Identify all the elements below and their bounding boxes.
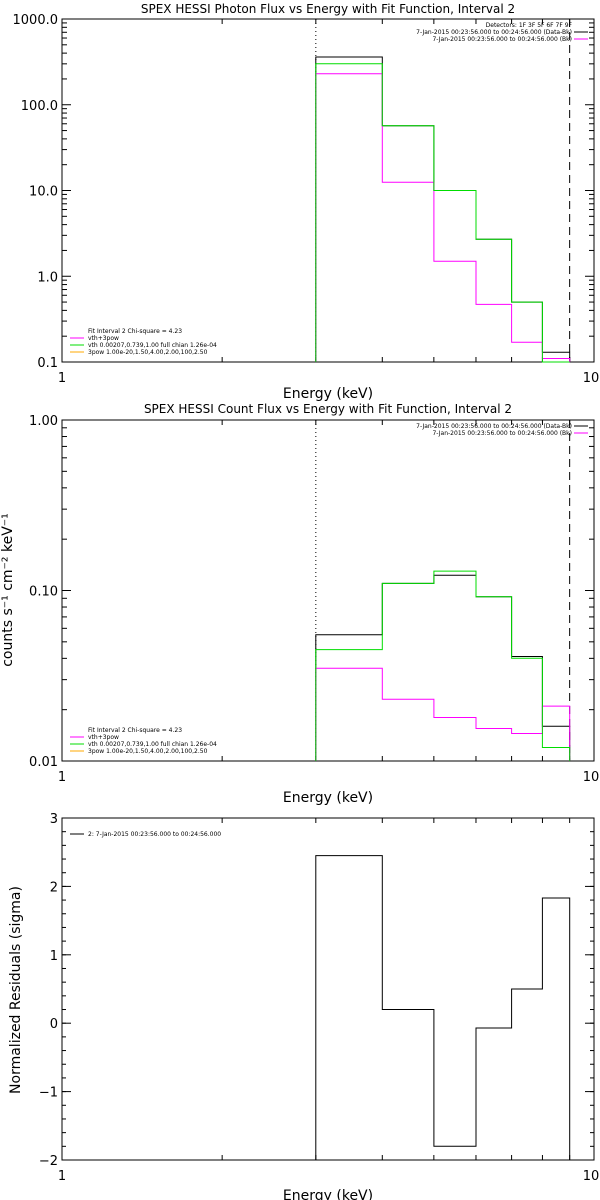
photon-flux-plot-frame [61,18,595,363]
count-flux-y-tick-label: 1.00 [29,414,58,429]
residuals-y-tick-label: 2 [50,880,58,895]
photon-flux-series-2-step-line [315,63,570,363]
residuals-y-tick-label: −1 [39,1086,58,1101]
photon-flux-y-tick-label: 0.1 [37,356,58,371]
photon-flux-panel: SPEX HESSI Photon Flux vs Energy with Fi… [13,2,600,402]
count-flux-series-1-step-line [315,667,571,761]
residuals-x-tick-label: 10 [583,1169,600,1184]
photon-flux-legend-entry: 7-Jan-2015 00:23:56.000 to 00:24:56.000 … [432,36,572,43]
count-flux-legend-entry: Fit Interval 2 Chi-square = 4.23 [88,727,182,734]
count-flux-y-tick-label: 0.10 [29,585,58,600]
count-flux-legend-entry: vth+3pow [88,734,119,741]
residuals-x-tick-label: 1 [58,1169,66,1184]
photon-flux-x-tick-label: 10 [583,371,600,386]
photon-flux-y-tick-label: 10.0 [29,185,58,200]
residuals-y-tick-label: 1 [50,949,58,964]
count-flux-x-tick-label: 10 [583,770,600,785]
photon-flux-series-1-step-line [315,73,571,362]
count-flux-legend-entry: vth 0.00207,0.739,1.00 full chian 1.26e-… [88,741,217,748]
count-flux-x-tick-label: 1 [58,770,66,785]
photon-flux-y-tick-label: 100.0 [21,99,58,114]
count-flux-title: SPEX HESSI Count Flux vs Energy with Fit… [144,402,512,416]
photon-flux-legend-entry: 3pow 1.00e-20,1.50,4.00,2.00,100,2.50 [88,349,208,356]
photon-flux-xlabel: Energy (keV) [283,386,373,402]
photon-flux-y-tick-label: 1000.0 [13,13,59,28]
count-flux-legend-entry: 3pow 1.00e-20,1.50,4.00,2.00,100,2.50 [88,748,208,755]
photon-flux-legend-entry: Detectors: 1F 3F 5F 6F 7F 9F [486,22,573,29]
count-flux-xlabel: Energy (keV) [283,790,373,806]
residuals-y-tick-label: −2 [39,1154,58,1169]
residuals-y-tick-label: 0 [50,1017,58,1032]
photon-flux-legend-entry: Fit Interval 2 Chi-square = 4.23 [88,328,182,335]
photon-flux-title: SPEX HESSI Photon Flux vs Energy with Fi… [141,2,515,16]
residuals-panel: Energy (keV) Normalized Residuals (sigma… [8,812,599,1200]
count-flux-series-2-step-line [315,570,571,761]
count-flux-y-tick-label: 0.01 [29,755,58,770]
photon-flux-x-tick-label: 1 [58,371,66,386]
residuals-y-tick-label: 3 [50,812,58,827]
count-flux-panel: SPEX HESSI Count Flux vs Energy with Fit… [0,402,599,806]
photon-flux-legend-entry: vth 0.00207,0.739,1.00 full chian 1.26e-… [88,342,217,349]
count-flux-legend-entry: 7-Jan-2015 00:23:56.000 to 00:24:56.000 … [432,430,572,437]
residuals-ylabel: Normalized Residuals (sigma) [8,886,24,1094]
photon-flux-legend-entry: vth+3pow [88,335,119,342]
residuals-plot-frame [61,817,595,1161]
residuals-legend-entry: 2: 7-Jan-2015 00:23:56.000 to 00:24:56.0… [88,831,221,838]
photon-flux-legend-entry: 7-Jan-2015 00:23:56.000 to 00:24:56.000 … [416,29,572,36]
residuals-series-0-step-line [315,855,571,1160]
photon-flux-series-0-step-line [315,56,571,362]
count-flux-legend-entry: 7-Jan-2015 00:23:56.000 to 00:24:56.000 … [416,423,572,430]
count-flux-ylabel: counts s⁻¹ cm⁻² keV⁻¹ [0,513,16,667]
photon-flux-y-tick-label: 1.0 [37,270,58,285]
count-flux-plot-frame [61,419,595,762]
residuals-xlabel: Energy (keV) [283,1188,373,1200]
